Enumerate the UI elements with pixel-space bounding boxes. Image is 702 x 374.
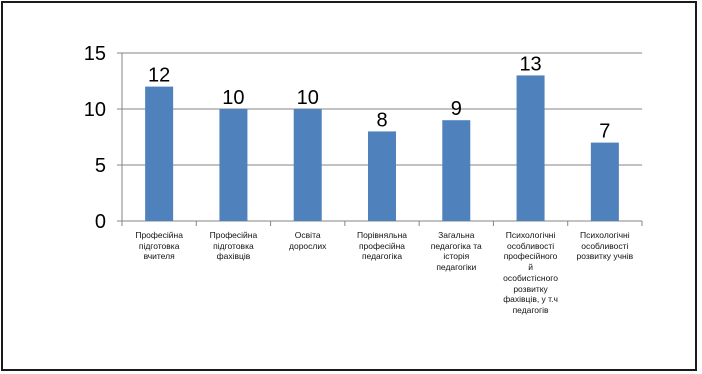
y-tick-label: 5 [95,155,106,177]
bar [442,120,471,221]
data-label: 10 [222,87,244,109]
x-category-label: Професійна підготовка фахівців [209,230,258,262]
x-category-label: Професійна підготовка вчителя [135,230,183,262]
bar [516,75,545,222]
x-category-label: Порівняльна професійна педагогіка [356,230,408,262]
data-label: 8 [376,109,387,131]
bar [219,109,248,221]
bar [590,142,619,221]
data-label: 7 [599,121,610,143]
x-category-label: Загальна педагогіка та історія педагогік… [430,230,482,273]
x-category-label: Психологічні особливості розвитку учнів [576,230,634,262]
bar [293,109,322,221]
bar [145,86,174,221]
bar [368,131,396,221]
data-label: 10 [297,87,319,109]
data-label: 9 [451,98,462,120]
data-label: 12 [148,65,170,87]
y-tick-label: 10 [84,99,106,121]
data-label: 13 [519,53,541,75]
y-tick-label: 15 [84,43,106,65]
x-category-label: Освіта дорослих [289,230,327,251]
x-category-label: Психологічні особливості професійного й … [503,230,558,315]
y-tick-label: 0 [95,211,106,233]
